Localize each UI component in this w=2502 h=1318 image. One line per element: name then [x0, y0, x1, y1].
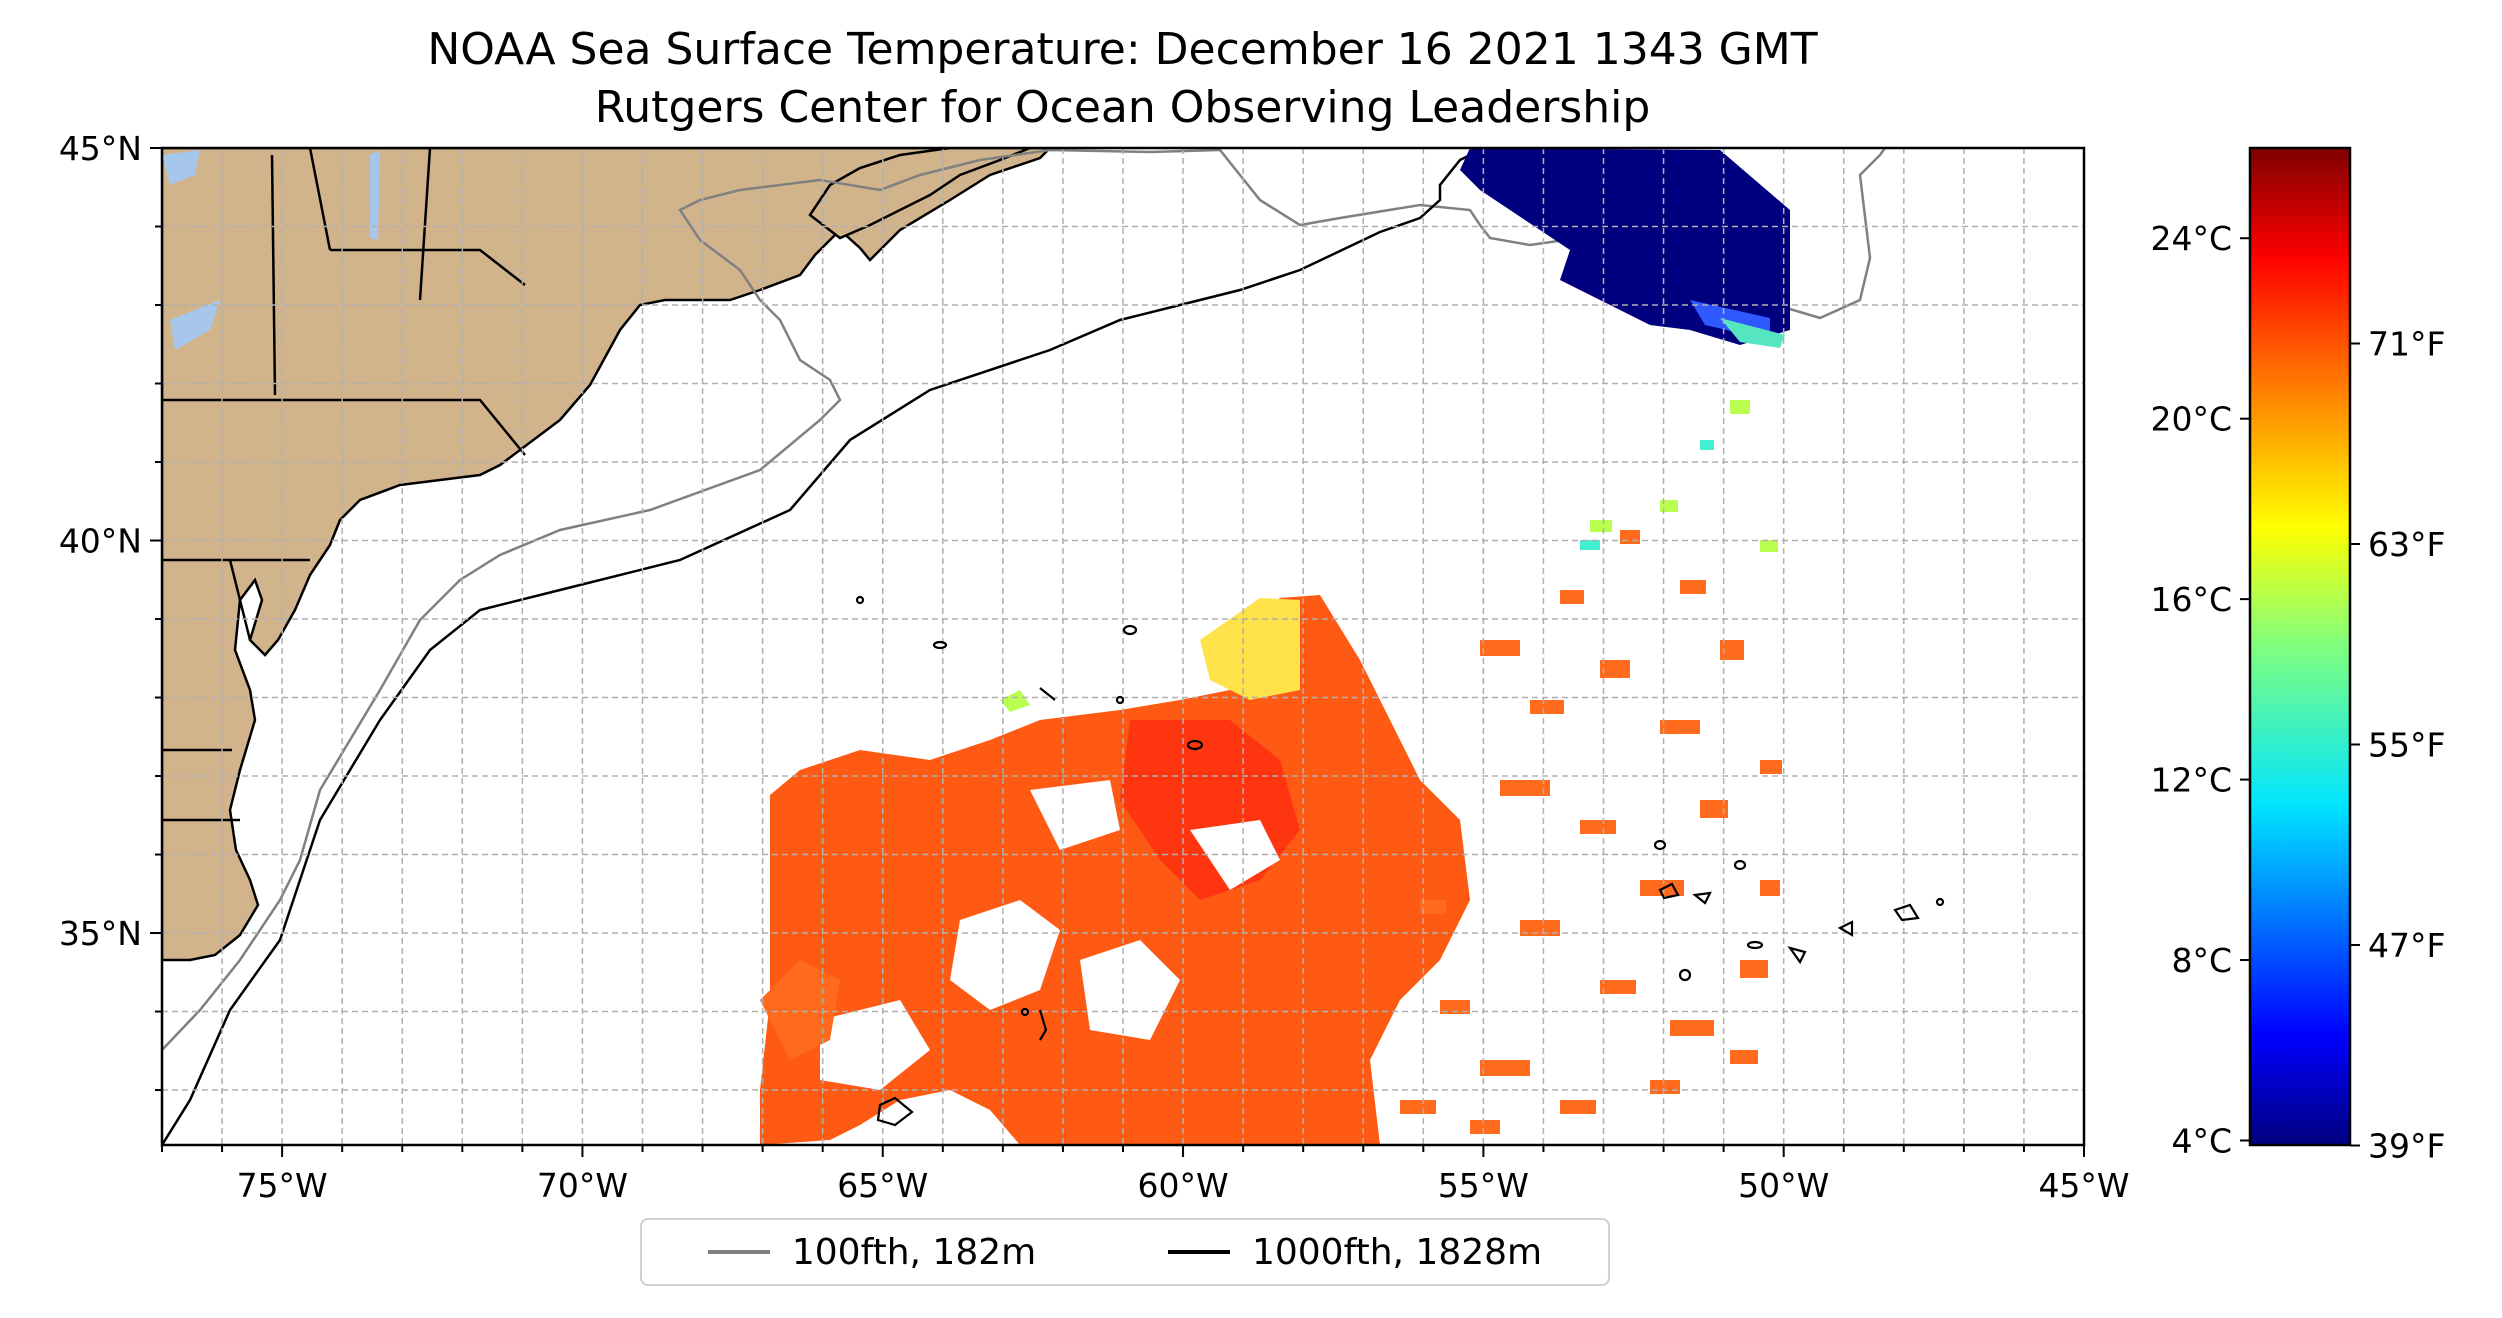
longitude-tick-label: 65°W	[837, 1166, 928, 1205]
longitude-tick-label: 70°W	[537, 1166, 628, 1205]
colorbar	[2250, 148, 2350, 1145]
longitude-tick-label: 75°W	[237, 1166, 328, 1205]
celsius-tick-label: 20°C	[2150, 400, 2232, 439]
colorbar-frame	[2248, 146, 2352, 1147]
nova-scotia	[808, 148, 1031, 240]
latitude-tick-label: 40°N	[59, 522, 142, 561]
longitude-labels: 75°W 70°W 65°W 60°W 55°W 50°W 45°W	[237, 1166, 2130, 1205]
lake	[370, 150, 380, 240]
chart-title: NOAA Sea Surface Temperature: December 1…	[427, 24, 1818, 75]
sst-data	[760, 148, 1790, 1145]
longitude-tick-label: 55°W	[1438, 1166, 1529, 1205]
chart-subtitle: Rutgers Center for Ocean Observing Leade…	[594, 82, 1651, 133]
legend-swatch	[1167, 1250, 1230, 1254]
fahrenheit-tick-label: 47°F	[2368, 926, 2445, 965]
longitude-tick-label: 45°W	[2038, 1166, 2129, 1205]
seamounts	[855, 595, 1945, 1127]
state-borders	[162, 148, 526, 822]
fahrenheit-tick-label: 55°F	[2368, 725, 2445, 764]
legend: 100fth, 182m 1000fth, 1828m	[640, 1218, 1610, 1286]
fahrenheit-tick-label: 71°F	[2368, 324, 2445, 363]
lake	[162, 150, 200, 185]
latitude-labels: 45°N 40°N 35°N	[59, 129, 142, 953]
legend-label: 100fth, 182m	[791, 1231, 1037, 1273]
contour-1000fth	[162, 148, 1501, 1145]
longitude-tick-label: 60°W	[1138, 1166, 1229, 1205]
latitude-tick-label: 45°N	[59, 129, 142, 168]
fahrenheit-tick-label: 39°F	[2368, 1127, 2445, 1166]
legend-swatch	[707, 1250, 770, 1254]
celsius-tick-label: 8°C	[2171, 941, 2232, 980]
legend-label: 1000fth, 1828m	[1251, 1231, 1543, 1273]
celsius-tick-label: 4°C	[2171, 1121, 2232, 1160]
map-area	[162, 148, 2084, 1145]
lake	[170, 300, 220, 350]
map-ticks	[150, 147, 2085, 1157]
legend-item-1000fth: 1000fth, 1828m	[1167, 1231, 1543, 1273]
celsius-tick-label: 24°C	[2150, 219, 2232, 258]
latitude-tick-label: 35°N	[59, 914, 142, 953]
fahrenheit-tick-label: 63°F	[2368, 525, 2445, 564]
colorbar-celsius-ticks: 24°C 20°C 16°C 12°C 8°C 4°C	[2150, 219, 2250, 1160]
celsius-tick-label: 12°C	[2150, 761, 2232, 800]
legend-item-100fth: 100fth, 182m	[707, 1231, 1037, 1273]
gridlines	[162, 148, 2084, 1145]
celsius-tick-label: 16°C	[2150, 580, 2232, 619]
colorbar-fahrenheit-ticks: 71°F 63°F 55°F 47°F 39°F	[2350, 324, 2445, 1166]
longitude-tick-label: 50°W	[1738, 1166, 1829, 1205]
